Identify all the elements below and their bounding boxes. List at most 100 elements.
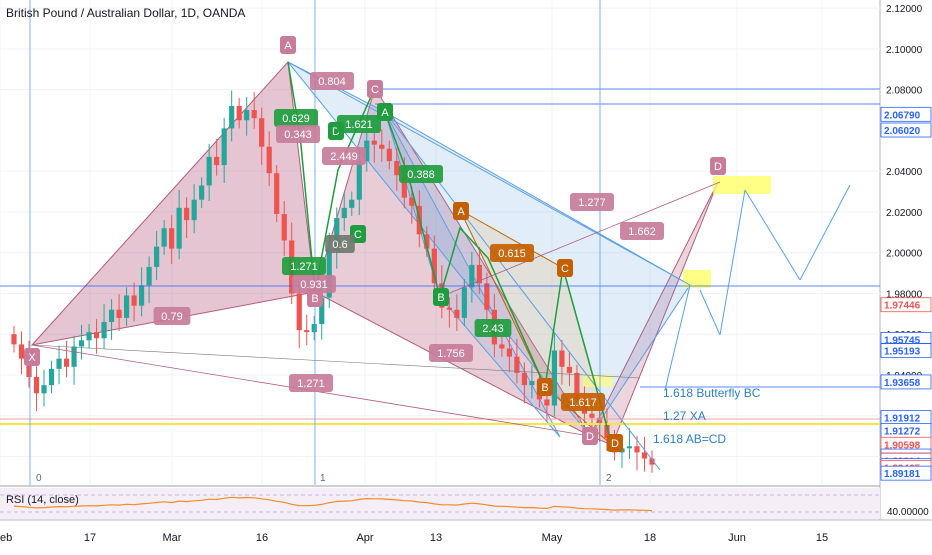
- candle-body: [506, 348, 512, 357]
- pattern-point-letter: X: [28, 352, 36, 364]
- price-badge-box: [880, 343, 932, 359]
- time-tick: Mar: [163, 532, 182, 544]
- candle-body: [214, 156, 220, 166]
- projection-triangle: [589, 181, 719, 446]
- candle-body: [274, 173, 280, 214]
- candle-body: [454, 309, 460, 318]
- ratio-text: 1.621: [345, 119, 373, 131]
- candle-body: [499, 344, 505, 349]
- ratio-text: 1.271: [290, 261, 318, 273]
- ratio-text: 1.662: [628, 226, 656, 238]
- ratio-text: 0.629: [282, 113, 310, 125]
- trend-line: [439, 181, 721, 298]
- pattern-point-letter: C: [354, 229, 362, 241]
- trend-line: [719, 189, 746, 336]
- pattern-point-badge: [607, 434, 623, 452]
- ratio-label: 0.388: [399, 165, 443, 183]
- ratio-text: 1.277: [578, 197, 606, 209]
- candle-body: [304, 330, 310, 333]
- candle-body: [626, 446, 633, 449]
- pattern-point-badge: [453, 202, 469, 220]
- price-badge: 1.89181: [880, 465, 932, 481]
- candle-body: [48, 368, 55, 386]
- candle-body: [604, 423, 610, 439]
- ratio-label: 1.621: [337, 115, 381, 133]
- pattern-point-letter: D: [332, 126, 340, 138]
- candle-body: [199, 185, 205, 200]
- time-tick: eb: [0, 532, 12, 544]
- ratio-badge: [490, 244, 534, 262]
- pattern-point-a: A: [280, 36, 296, 54]
- ratio-badge: [561, 393, 605, 411]
- ab-cd-annotation: 1.618 AB=CD: [653, 432, 726, 446]
- candle-body: [108, 309, 115, 322]
- ratio-label: 1.662: [620, 222, 664, 240]
- pattern-point-d: D: [582, 427, 598, 445]
- candle-body: [349, 199, 355, 208]
- ratio-badge: [310, 72, 354, 90]
- price-badge-text: 2.06790: [884, 110, 921, 121]
- price-badge: 1.95745: [880, 331, 932, 347]
- candle-body: [11, 334, 17, 345]
- price-badge: 1.91912: [880, 410, 932, 425]
- ratio-badge: [429, 344, 473, 362]
- pattern-point-a: A: [453, 202, 469, 220]
- pattern-point-x: X: [24, 348, 40, 366]
- time-tick: 17: [84, 532, 96, 544]
- price-tick: 2.04000: [886, 167, 923, 178]
- pattern-point-a: A: [377, 103, 393, 121]
- candle-body: [596, 417, 603, 424]
- ratio-text: 0.388: [407, 169, 435, 181]
- price-badge-box: [880, 465, 932, 481]
- ratio-text: 0.6: [332, 239, 347, 251]
- ratio-badge: [474, 319, 512, 337]
- pattern-point-c: C: [367, 80, 383, 98]
- candle-body: [394, 160, 400, 176]
- pattern-point-letter: A: [381, 107, 389, 119]
- ratio-text: 0.804: [318, 76, 346, 88]
- price-badge: 1.95193: [880, 343, 932, 359]
- candle-body: [33, 376, 40, 394]
- ratio-text: 1.271: [297, 378, 325, 390]
- candle-body: [184, 207, 190, 221]
- pattern-point-badge: [377, 103, 393, 121]
- candle-body: [206, 156, 212, 186]
- pattern-point-b: B: [433, 288, 449, 306]
- rsi-label: RSI (14, close): [6, 494, 79, 506]
- price-tick: 2.08000: [886, 86, 923, 97]
- time-tick: Jun: [728, 532, 746, 544]
- ratio-label: 1.277: [570, 193, 614, 211]
- candle-body: [139, 285, 145, 306]
- pattern-point-letter: D: [611, 438, 619, 450]
- price-badge-text: 1.91912: [884, 414, 921, 425]
- price-badge-text: 1.95745: [884, 335, 921, 346]
- pattern-point-badge: [710, 157, 726, 175]
- candle-body: [123, 295, 130, 318]
- candle-body: [634, 446, 640, 453]
- candle-body: [229, 105, 235, 129]
- candle-body: [326, 250, 332, 298]
- ratio-text: 2.449: [330, 151, 358, 163]
- trend-line: [744, 189, 801, 281]
- time-tick: 16: [256, 532, 268, 544]
- price-badge-text: 1.95193: [884, 347, 921, 358]
- price-tick: 2.02000: [886, 208, 923, 219]
- price-badge-box: [880, 297, 932, 313]
- ratio-text: 2.43: [482, 323, 503, 335]
- rsi-line: [13, 496, 653, 512]
- pattern-point-d: D: [607, 434, 623, 452]
- candle-body: [281, 213, 287, 241]
- ratio-badge: [274, 109, 318, 127]
- pattern-point-b: B: [537, 378, 553, 396]
- ratio-label: 1.271: [289, 374, 333, 392]
- ratio-text: 0.615: [498, 248, 526, 260]
- candle-body: [71, 346, 77, 367]
- candle-body: [41, 385, 47, 394]
- ratio-badge: [282, 257, 326, 275]
- ratio-text: 1.756: [437, 348, 465, 360]
- candle-body: [131, 295, 137, 306]
- candle-body: [514, 356, 520, 373]
- price-badge-text: 1.91272: [884, 427, 921, 438]
- target-zone-2: [713, 176, 771, 194]
- candle-body: [386, 148, 392, 161]
